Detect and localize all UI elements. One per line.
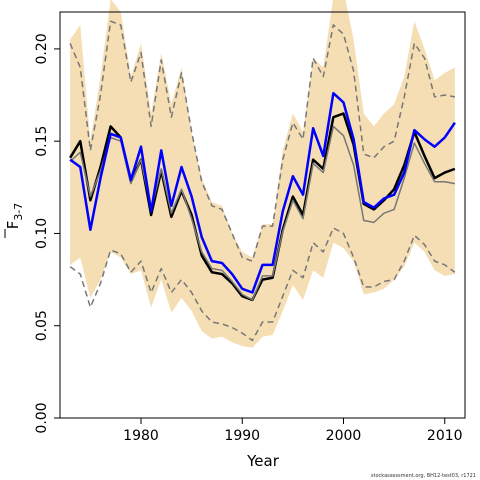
y-axis-label-subscript: 3-7 (12, 203, 25, 221)
axes: 1980 1990 2000 2010 0.00 0.05 0.10 0.15 0.20 (34, 33, 463, 444)
x-tick-label-1990: 1990 (224, 428, 260, 444)
y-axis-label: F3-7 (4, 203, 25, 230)
y-tick-label-3: 0.15 (34, 126, 50, 157)
x-tick-label-1980: 1980 (123, 428, 159, 444)
x-axis-label: Year (246, 452, 280, 470)
plot-frame (59, 11, 466, 419)
credit-text: stockassessment.org, BH12-test03, r1721 (371, 473, 476, 479)
x-tick-label-2000: 2000 (326, 428, 362, 444)
y-axis-label-group: F3-7 (4, 203, 25, 238)
plot-area (69, 0, 456, 348)
y-axis-label-main: F (4, 221, 22, 230)
series-line-5 (69, 227, 456, 342)
y-tick-label-0: 0.00 (34, 402, 50, 433)
x-tick-label-2010: 2010 (427, 428, 463, 444)
series-line-4 (69, 20, 456, 262)
y-tick-label-2: 0.10 (34, 218, 50, 249)
confidence-band (70, 0, 455, 348)
series-line-2 (69, 125, 456, 301)
y-tick-label-1: 0.05 (34, 310, 50, 341)
y-tick-label-4: 0.20 (34, 33, 50, 64)
series-line-3 (69, 91, 456, 294)
